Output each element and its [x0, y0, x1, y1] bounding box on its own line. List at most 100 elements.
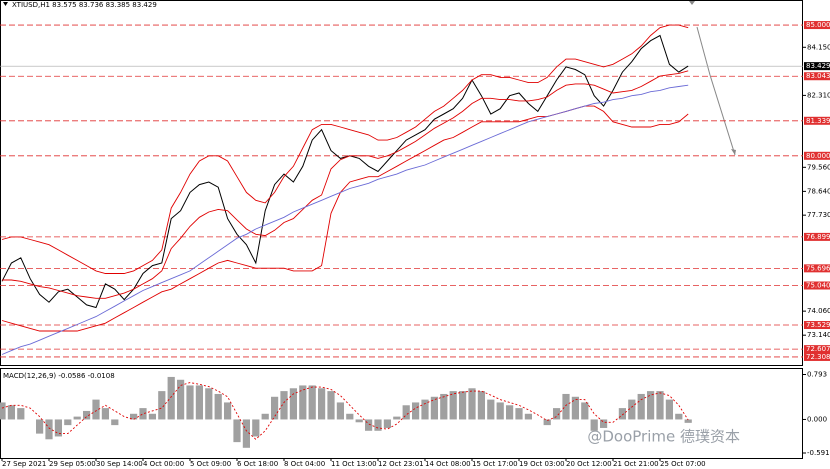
macd-bar: [186, 385, 194, 420]
macd-bar: [365, 419, 373, 431]
macd-bar: [459, 391, 467, 420]
level-label-bg: [804, 345, 830, 354]
y-tick-label: 73.140: [807, 331, 830, 339]
macd-bar: [224, 402, 232, 420]
macd-bar: [430, 396, 438, 420]
level-label: 80.000: [806, 152, 830, 160]
macd-bar: [299, 385, 307, 420]
macd-bar: [327, 391, 335, 420]
macd-bar: [571, 396, 579, 420]
macd-bar: [280, 391, 288, 420]
macd-bar: [600, 419, 608, 428]
y-tick-label: 0.000: [807, 415, 827, 423]
macd-bar: [346, 413, 354, 420]
indicator-line: [2, 70, 689, 299]
main-pane: [0, 0, 803, 366]
macd-bar: [0, 402, 6, 420]
macd-bar: [468, 388, 476, 420]
macd-bar: [336, 402, 344, 420]
level-label-bg: [804, 232, 830, 241]
level-label: 72.308: [806, 353, 830, 361]
level-label-bg: [804, 352, 830, 361]
x-tick-label: 12 Oct 23:01: [378, 460, 424, 468]
level-label: 76.899: [806, 233, 830, 241]
macd-bar: [581, 402, 589, 420]
macd-bar: [496, 402, 504, 420]
indicator-line: [1, 84, 689, 355]
macd-bar: [449, 391, 457, 420]
macd-bar: [477, 391, 485, 420]
macd-bar: [628, 399, 636, 420]
macd-bar: [195, 385, 203, 420]
macd-bar: [318, 388, 326, 420]
macd-bar: [647, 391, 655, 420]
x-tick-label: 6 Oct 18:00: [237, 460, 278, 468]
watermark: @DooPrime 德璞资本: [587, 428, 740, 446]
macd-bar: [252, 419, 260, 437]
macd-bar: [214, 393, 222, 420]
y-tick-label: 82.310: [807, 91, 830, 99]
y-tick-label: 84.150: [807, 43, 830, 51]
menu-icon: [3, 2, 8, 6]
macd-bar: [562, 393, 570, 420]
x-tick-label: 25 Oct 07:00: [660, 460, 706, 468]
x-tick-label: 27 Sep 2021: [2, 460, 46, 468]
macd-bar: [111, 419, 119, 426]
macd-bar: [308, 385, 316, 420]
macd-bar: [167, 376, 175, 420]
x-tick-label: 14 Oct 08:00: [425, 460, 471, 468]
macd-bar: [618, 408, 626, 420]
macd-bar: [421, 399, 429, 420]
price-line: [1, 34, 689, 309]
x-tick-label: 21 Oct 21:00: [613, 460, 659, 468]
macd-bar: [7, 405, 15, 420]
macd-bar: [73, 416, 81, 420]
x-tick-label: 8 Oct 04:00: [284, 460, 325, 468]
level-label-bg: [804, 281, 830, 290]
level-label-bg: [804, 72, 830, 81]
macd-bar: [92, 399, 100, 420]
macd-bar: [543, 419, 551, 426]
y-tick-label: 0.793: [807, 370, 827, 378]
x-tick-label: 29 Sep 05:00: [49, 460, 96, 468]
y-tick-label: 79.560: [807, 163, 830, 171]
projection-arrow: [696, 26, 711, 76]
macd-bar: [675, 413, 683, 420]
macd-bar: [101, 408, 109, 420]
macd-bar: [130, 413, 138, 420]
x-tick-label: 11 Oct 13:00: [331, 460, 377, 468]
x-tick-label: 15 Oct 17:00: [472, 460, 518, 468]
level-label-bg: [804, 264, 830, 273]
x-tick-label: 30 Sep 14:00: [96, 460, 143, 468]
level-label: 72.607: [806, 345, 830, 353]
y-tick-label: 74.060: [807, 307, 830, 315]
y-tick-label: 77.730: [807, 211, 830, 219]
macd-bar: [402, 405, 410, 420]
macd-title: MACD(12,26,9) -0.0586 -0.0108: [3, 372, 115, 380]
macd-bar: [64, 419, 72, 426]
macd-bar: [83, 410, 91, 420]
last-price-label: 83.429: [806, 62, 830, 70]
x-tick-label: 19 Oct 03:00: [519, 460, 565, 468]
level-label: 75.696: [806, 264, 830, 272]
y-tick-label: 78.640: [807, 187, 830, 195]
shift-marker: [689, 1, 695, 5]
macd-bar: [158, 391, 166, 420]
last-price-bg: [804, 62, 830, 71]
projection-arrow: [709, 74, 736, 156]
macd-bar: [205, 388, 213, 420]
macd-bar: [506, 405, 514, 420]
macd-bar: [54, 419, 62, 437]
level-label-bg: [804, 151, 830, 160]
macd-bar: [242, 419, 250, 448]
level-label-bg: [804, 21, 830, 30]
x-tick-label: 20 Oct 12:00: [566, 460, 612, 468]
macd-bar: [289, 388, 297, 420]
signal-line: [1, 382, 689, 440]
macd-bar: [393, 416, 401, 420]
level-label: 75.040: [806, 282, 830, 290]
chart-title: XTIUSD,H1 83.575 83.736 83.385 83.429: [12, 1, 157, 9]
macd-bar: [487, 399, 495, 420]
macd-bar: [271, 396, 279, 420]
